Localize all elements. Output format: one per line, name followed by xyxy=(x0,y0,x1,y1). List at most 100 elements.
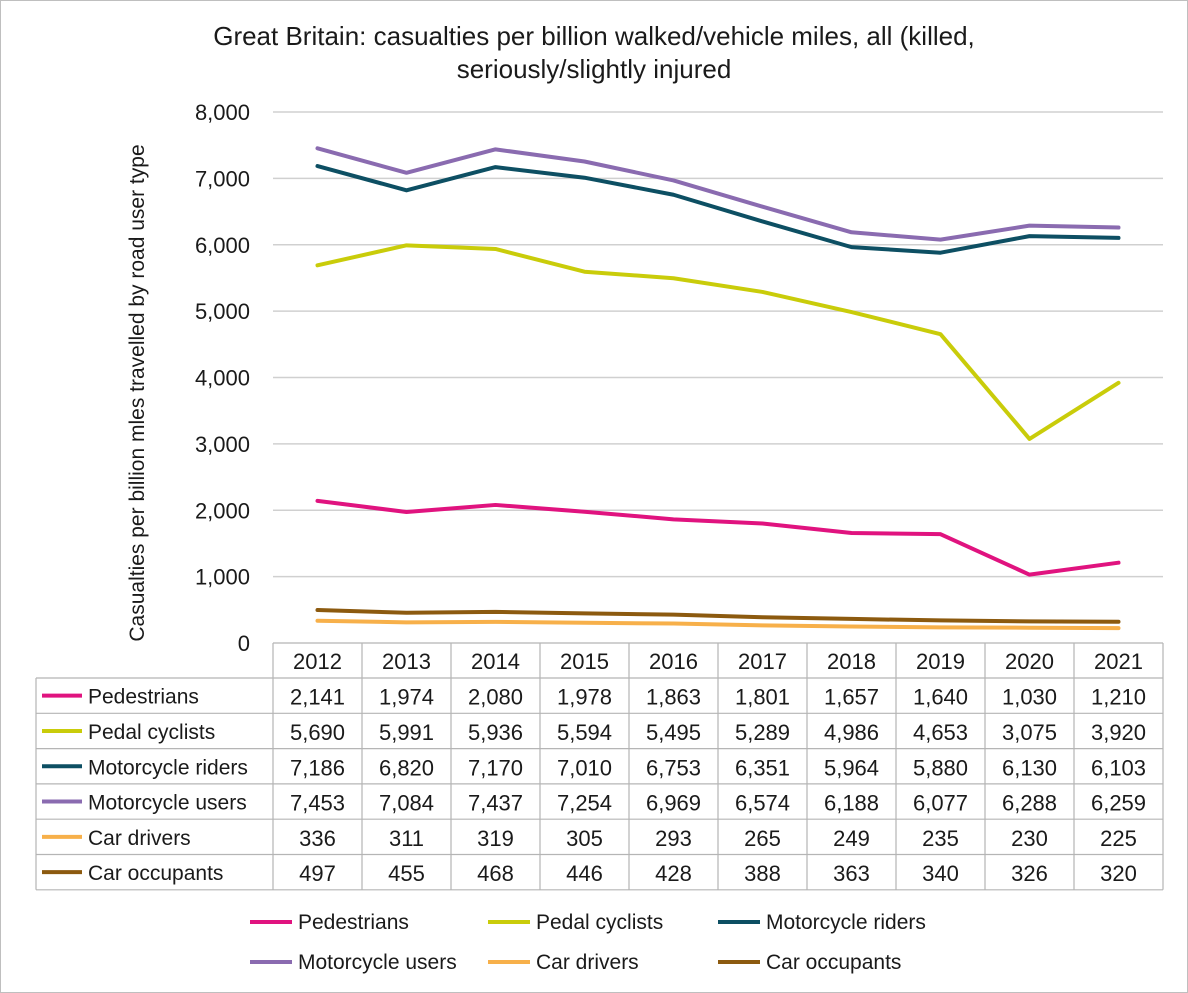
table-cell-value: 4,653 xyxy=(913,720,968,745)
table-cell-value: 5,690 xyxy=(290,720,345,745)
table-cell-value: 1,657 xyxy=(824,685,879,710)
table-row-label: Motorcycle riders xyxy=(88,756,248,779)
table-cell-value: 1,801 xyxy=(735,685,790,710)
legend-label: Pedestrians xyxy=(298,911,409,934)
table-cell-value: 428 xyxy=(655,861,692,886)
table-cell-value: 5,991 xyxy=(379,720,434,745)
y-tick-label: 0 xyxy=(238,631,250,656)
series-line xyxy=(315,608,1121,624)
x-category-label: 2017 xyxy=(738,649,787,674)
table-cell-value: 1,210 xyxy=(1091,685,1146,710)
series-line xyxy=(315,164,1121,255)
table-cell-value: 2,080 xyxy=(468,685,523,710)
table-cell-value: 6,969 xyxy=(646,791,701,816)
table-cell-value: 5,964 xyxy=(824,755,879,780)
x-category-label: 2014 xyxy=(471,649,520,674)
table-cell-value: 4,986 xyxy=(824,720,879,745)
x-category-label: 2020 xyxy=(1005,649,1054,674)
table-cell-value: 5,936 xyxy=(468,720,523,745)
table-cell-value: 6,188 xyxy=(824,791,879,816)
table-cell-value: 7,453 xyxy=(290,791,345,816)
table-cell-value: 7,437 xyxy=(468,791,523,816)
table-row-label: Pedal cyclists xyxy=(88,721,215,744)
series-line xyxy=(315,146,1121,242)
chart-title-line2: seriously/slightly injured xyxy=(457,54,732,84)
y-tick-label: 2,000 xyxy=(195,498,250,523)
table-cell-value: 3,920 xyxy=(1091,720,1146,745)
table-cell-value: 6,077 xyxy=(913,791,968,816)
table-row-label: Car occupants xyxy=(88,862,223,885)
table-cell-value: 235 xyxy=(922,826,959,851)
y-tick-label: 3,000 xyxy=(195,432,250,457)
y-tick-label: 6,000 xyxy=(195,233,250,258)
series-line xyxy=(315,243,1121,441)
table-cell-value: 6,288 xyxy=(1002,791,1057,816)
table-cell-value: 7,010 xyxy=(557,755,612,780)
table-cell-value: 455 xyxy=(388,861,425,886)
legend-label: Car drivers xyxy=(536,951,639,974)
table-cell-value: 225 xyxy=(1100,826,1137,851)
table-cell-value: 6,820 xyxy=(379,755,434,780)
x-category-label: 2018 xyxy=(827,649,876,674)
table-cell-value: 446 xyxy=(566,861,603,886)
table-cell-value: 249 xyxy=(833,826,870,851)
y-tick-label: 1,000 xyxy=(195,565,250,590)
table-row-label: Car drivers xyxy=(88,827,191,850)
table-cell-value: 468 xyxy=(477,861,514,886)
table-cell-value: 6,130 xyxy=(1002,755,1057,780)
table-cell-value: 5,880 xyxy=(913,755,968,780)
table-cell-value: 305 xyxy=(566,826,603,851)
legend-label: Car occupants xyxy=(766,951,901,974)
y-tick-label: 5,000 xyxy=(195,299,250,324)
table-cell-value: 326 xyxy=(1011,861,1048,886)
series-line xyxy=(315,618,1121,631)
table-cell-value: 311 xyxy=(389,826,424,851)
table-cell-value: 6,351 xyxy=(735,755,790,780)
table-row-label: Motorcycle users xyxy=(88,792,247,815)
table-cell-value: 336 xyxy=(299,826,336,851)
y-tick-label: 4,000 xyxy=(195,366,250,391)
table-cell-value: 3,075 xyxy=(1002,720,1057,745)
table-cell-value: 230 xyxy=(1011,826,1048,851)
table-cell-value: 1,974 xyxy=(379,685,434,710)
table-cell-value: 1,640 xyxy=(913,685,968,710)
x-category-label: 2015 xyxy=(560,649,609,674)
table-cell-value: 1,030 xyxy=(1002,685,1057,710)
table-cell-value: 7,084 xyxy=(379,791,434,816)
y-axis-label: Casualties per billion mles travelled by… xyxy=(126,144,149,641)
table-cell-value: 7,186 xyxy=(290,755,345,780)
table-cell-value: 340 xyxy=(922,861,959,886)
x-category-label: 2019 xyxy=(916,649,965,674)
table-cell-value: 6,103 xyxy=(1091,755,1146,780)
table-cell-value: 388 xyxy=(744,861,781,886)
x-category-label: 2021 xyxy=(1094,649,1143,674)
legend-label: Pedal cyclists xyxy=(536,911,663,934)
table-cell-value: 497 xyxy=(299,861,336,886)
table-cell-value: 265 xyxy=(744,826,781,851)
table-cell-value: 6,574 xyxy=(735,791,790,816)
table-cell-value: 319 xyxy=(477,826,514,851)
table-cell-value: 5,289 xyxy=(735,720,790,745)
chart-title-line1: Great Britain: casualties per billion wa… xyxy=(213,21,975,51)
table-cell-value: 1,978 xyxy=(557,685,612,710)
table-cell-value: 5,495 xyxy=(646,720,701,745)
legend-label: Motorcycle riders xyxy=(766,911,926,934)
x-category-label: 2016 xyxy=(649,649,698,674)
y-tick-label: 8,000 xyxy=(195,100,250,125)
table-cell-value: 7,170 xyxy=(468,755,523,780)
table-cell-value: 7,254 xyxy=(557,791,612,816)
table-cell-value: 293 xyxy=(655,826,692,851)
table-cell-value: 320 xyxy=(1100,861,1137,886)
x-category-label: 2013 xyxy=(382,649,431,674)
table-cell-value: 363 xyxy=(833,861,870,886)
table-cell-value: 6,259 xyxy=(1091,791,1146,816)
series-line xyxy=(315,498,1121,577)
x-category-label: 2012 xyxy=(293,649,342,674)
table-cell-value: 6,753 xyxy=(646,755,701,780)
table-cell-value: 1,863 xyxy=(646,685,701,710)
legend-label: Motorcycle users xyxy=(298,951,457,974)
table-cell-value: 2,141 xyxy=(290,685,345,710)
table-cell-value: 5,594 xyxy=(557,720,612,745)
table-row-label: Pedestrians xyxy=(88,686,199,709)
